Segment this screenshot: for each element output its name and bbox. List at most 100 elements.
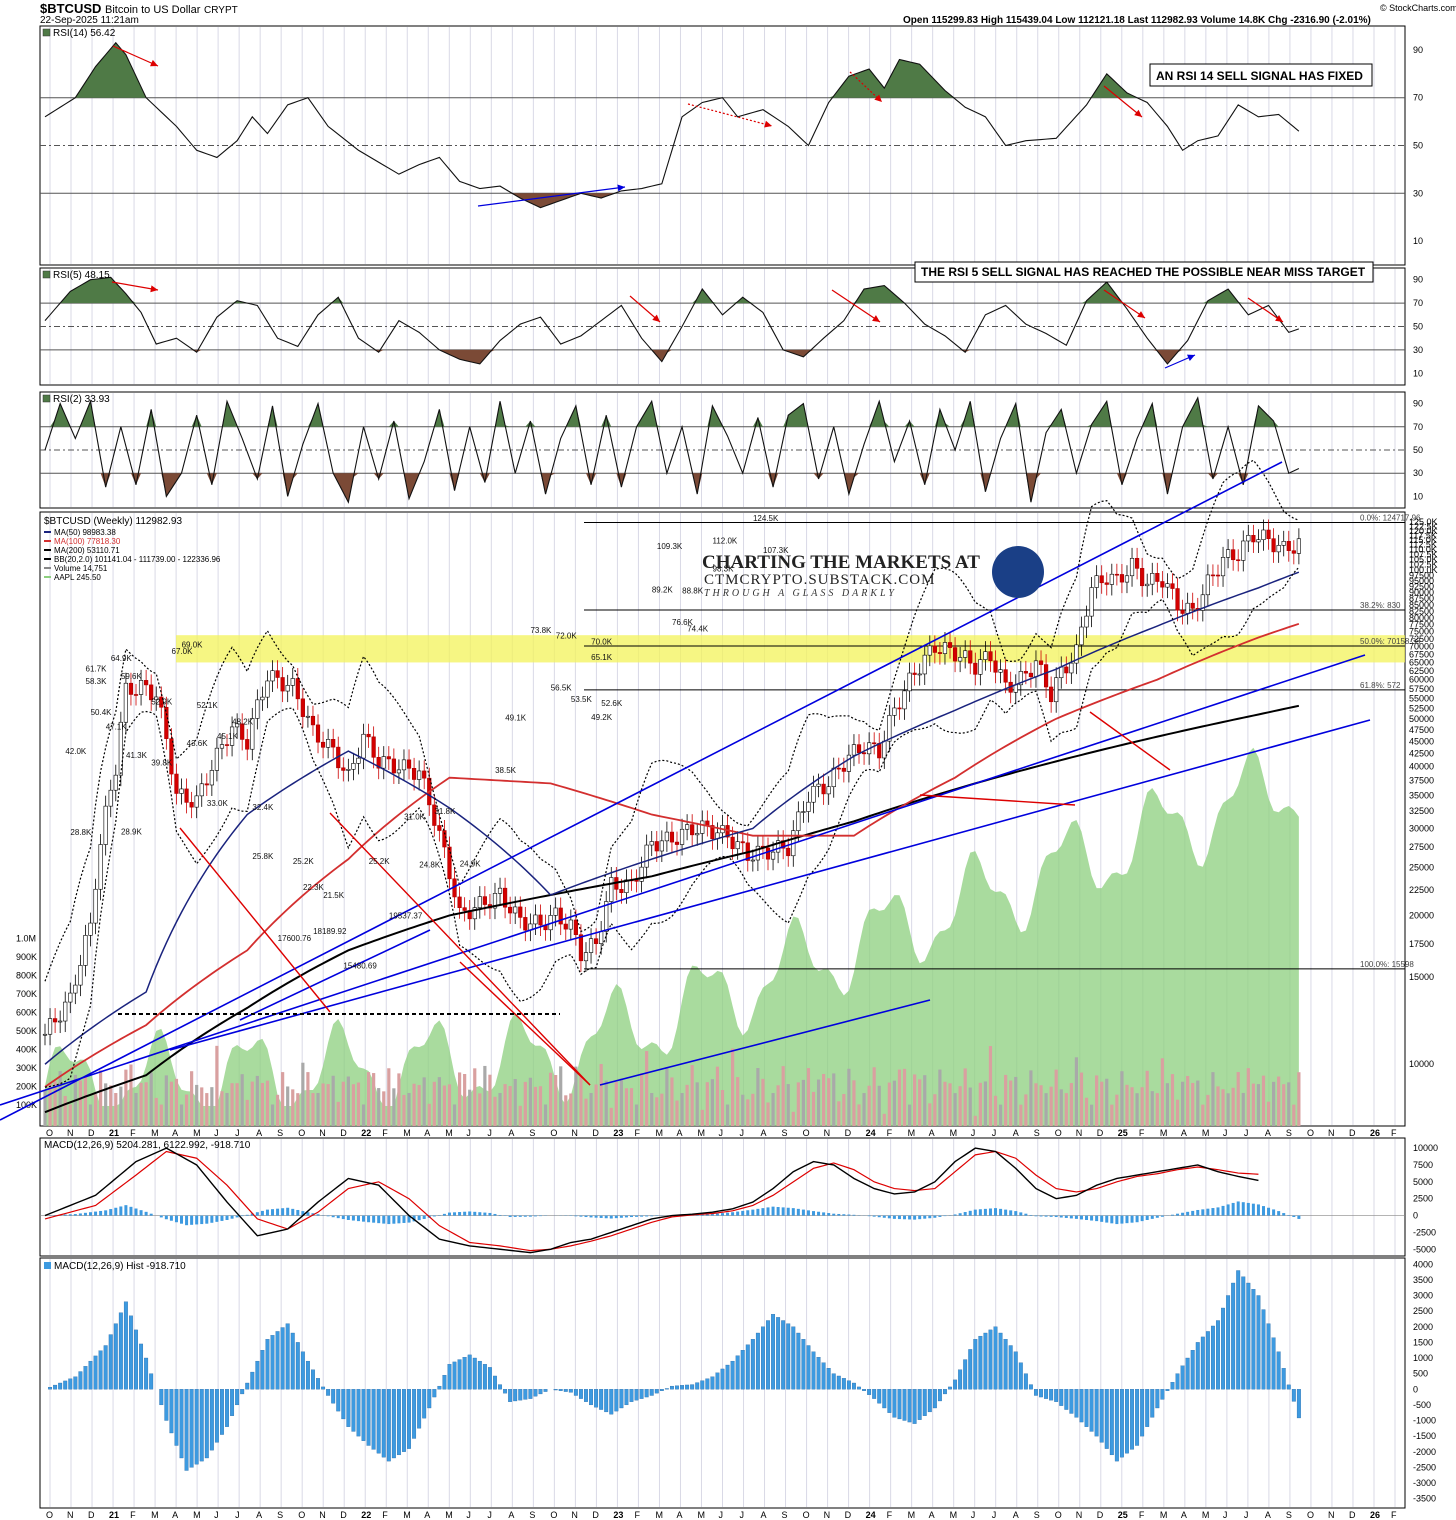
quote-line: Open 115299.83 High 115439.04 Low 112121… xyxy=(903,15,1371,26)
x-axis-label-bottom: M xyxy=(445,1510,453,1520)
macd-mini-hist-bar xyxy=(624,1215,628,1218)
histogram-bar xyxy=(199,1389,204,1462)
macd-mini-hist-bar xyxy=(1110,1215,1114,1224)
x-axis-label-bottom: 22 xyxy=(361,1510,371,1520)
rsi2-legend-swatch xyxy=(42,394,51,403)
macd-mini-hist-bar xyxy=(710,1214,714,1216)
price-label: 50.4K xyxy=(91,708,113,717)
histogram-bar xyxy=(801,1339,806,1390)
macd-mini-hist-bar xyxy=(250,1213,254,1216)
macd-mini-hist-bar xyxy=(1079,1215,1083,1220)
macd-mini-hist-bar xyxy=(1039,1215,1043,1217)
histogram-bar xyxy=(872,1389,877,1399)
macd-mini-hist-bar xyxy=(983,1208,987,1216)
candle-body xyxy=(492,893,498,909)
x-axis-label-bottom: J xyxy=(740,1510,745,1520)
macd-mini-hist-bar xyxy=(852,1214,856,1216)
macd-mini-hist-bar xyxy=(1125,1215,1129,1224)
rsi14-tick-label: 30 xyxy=(1413,188,1423,198)
histogram-bar xyxy=(796,1332,801,1390)
volume-bar xyxy=(412,1083,416,1126)
price-label: 56.5K xyxy=(551,684,573,693)
histogram-tick-label: 3500 xyxy=(1413,1275,1433,1285)
candle-body xyxy=(42,1033,48,1036)
macd-mini-hist-bar xyxy=(751,1209,755,1216)
histogram-bar xyxy=(336,1389,341,1412)
candle-body xyxy=(1210,574,1216,577)
volume-bar xyxy=(1024,1094,1028,1126)
x-axis-label: N xyxy=(67,1128,74,1138)
macd-mini-hist-bar xyxy=(372,1215,376,1223)
histogram-bar xyxy=(644,1389,649,1398)
x-axis-label-bottom: J xyxy=(466,1510,471,1520)
x-axis-label: J xyxy=(1244,1128,1249,1138)
volume-bar xyxy=(645,1051,649,1126)
histogram-tick-label: -3500 xyxy=(1413,1494,1436,1504)
histogram-bar xyxy=(614,1389,619,1412)
macd-mini-hist-bar xyxy=(574,1215,578,1217)
candle-body xyxy=(149,684,154,701)
macd-mini-hist-bar xyxy=(1231,1202,1235,1216)
macd-mini-hist-bar xyxy=(129,1206,133,1216)
candle-body xyxy=(978,659,983,675)
volume-bar xyxy=(210,1087,214,1126)
candle-body xyxy=(250,718,255,750)
volume-bar xyxy=(1170,1074,1175,1126)
macd-mini-hist-bar xyxy=(1130,1215,1134,1223)
macd-mini-hist-bar xyxy=(174,1215,178,1223)
histogram-bar xyxy=(1044,1389,1049,1399)
candle-body xyxy=(260,696,265,701)
histogram-bar xyxy=(493,1375,497,1390)
histogram-bar xyxy=(93,1355,98,1390)
x-axis-label: O xyxy=(550,1128,557,1138)
price-tick-label: 62500 xyxy=(1409,666,1434,676)
histogram-bar xyxy=(1084,1389,1089,1427)
histogram-bar xyxy=(953,1379,958,1390)
candle-body xyxy=(366,733,371,738)
histogram-bar xyxy=(685,1384,690,1390)
stockcharts-credit: © StockCharts.com xyxy=(1380,3,1456,13)
macd-mini-hist-bar xyxy=(351,1215,355,1221)
volume-bar xyxy=(205,1093,209,1126)
volume-bar xyxy=(306,1072,310,1126)
rsi14-legend-swatch xyxy=(42,28,51,37)
price-label: 32.4K xyxy=(252,803,274,812)
histogram-bar xyxy=(194,1389,199,1465)
histogram-bar xyxy=(442,1375,447,1390)
macd-mini-hist-bar xyxy=(1120,1215,1124,1224)
candle-body xyxy=(882,740,887,759)
candle-body xyxy=(300,698,305,717)
histogram-bar xyxy=(745,1344,750,1390)
histogram-bar xyxy=(1170,1382,1175,1390)
rsi2-oversold-fill xyxy=(45,473,1299,503)
price-tick-label: 97500 xyxy=(1409,570,1434,580)
macd-legend: MACD(12,26,9) 5204.281, 6122.992, -918.7… xyxy=(44,1140,251,1151)
histogram-bar xyxy=(523,1389,528,1400)
volume-bar xyxy=(665,1067,669,1126)
candle-body xyxy=(892,707,897,716)
candle-body xyxy=(1099,575,1104,584)
histogram-bar xyxy=(766,1320,770,1390)
rsi14-tick-label: 50 xyxy=(1413,141,1423,151)
x-axis-label: A xyxy=(929,1128,935,1138)
volume-bar xyxy=(447,1084,452,1126)
histogram-bar xyxy=(664,1388,669,1390)
volume-bar xyxy=(670,1077,674,1126)
candle-body xyxy=(214,747,220,771)
x-axis-label: S xyxy=(277,1128,283,1138)
x-axis-label-bottom: O xyxy=(298,1510,305,1520)
volume-bar xyxy=(695,1082,699,1126)
rsi14-arrow-head xyxy=(150,59,158,67)
volume-bar xyxy=(1145,1070,1149,1126)
macd-mini-hist-bar xyxy=(1272,1209,1276,1216)
x-axis-label: O xyxy=(298,1128,305,1138)
volume-bar xyxy=(958,1086,962,1126)
candle-body xyxy=(1261,529,1266,540)
macd-mini-hist-bar xyxy=(1069,1215,1073,1219)
price-tick-label: 50000 xyxy=(1409,714,1434,724)
volume-bar xyxy=(993,1095,998,1126)
candle-body xyxy=(664,831,669,842)
rsi2-legend-label: RSI(2) 33.93 xyxy=(53,394,110,405)
macd-mini-hist-bar xyxy=(99,1210,103,1216)
x-axis-label: O xyxy=(1307,1128,1314,1138)
